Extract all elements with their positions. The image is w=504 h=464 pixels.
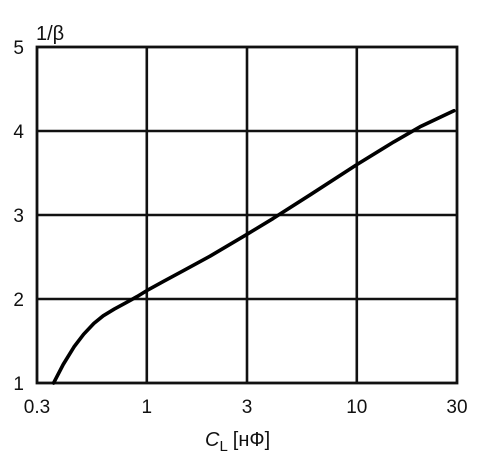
y-tick-label: 3 [13, 206, 24, 227]
series-layer [51, 109, 456, 385]
y-tick-labels: 1 2 3 4 5 [13, 38, 24, 395]
plot-frame [35, 45, 459, 385]
x-tick-labels: 0.3 1 3 10 30 [24, 397, 468, 418]
x-tick-label: 30 [446, 397, 467, 418]
x-axis-label: CL [нФ] [205, 429, 270, 455]
x-axis-subscript: L [219, 438, 227, 455]
y-tick-label: 1 [13, 374, 24, 395]
x-axis-unit: [нФ] [233, 429, 270, 451]
x-tick-label: 0.3 [24, 397, 50, 418]
series-line [51, 109, 456, 385]
x-axis-symbol: C [205, 429, 220, 451]
y-tick-label: 5 [13, 38, 24, 59]
horizontal-gridlines [37, 129, 457, 301]
x-tick-label: 3 [242, 397, 253, 418]
x-tick-label: 1 [142, 397, 153, 418]
x-tick-label: 10 [346, 397, 367, 418]
y-tick-label: 2 [13, 290, 24, 311]
y-axis-label: 1/β [36, 23, 64, 45]
y-tick-label: 4 [13, 122, 24, 143]
